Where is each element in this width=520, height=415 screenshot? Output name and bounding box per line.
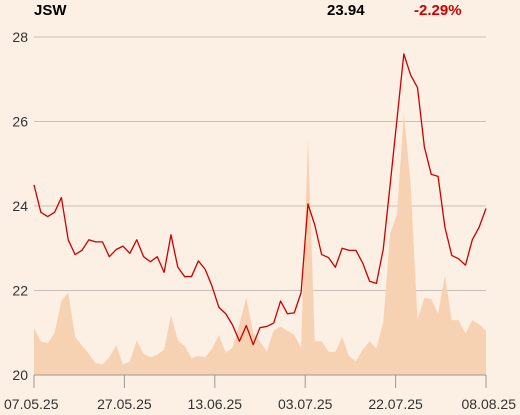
volume-area bbox=[34, 113, 486, 376]
ticker-label: JSW bbox=[34, 2, 67, 19]
price-value: 23.94 bbox=[327, 2, 365, 19]
y-tick-label: 20 bbox=[12, 367, 28, 383]
x-tick-label: 22.07.25 bbox=[368, 396, 423, 412]
y-tick-label: 28 bbox=[12, 29, 28, 45]
x-tick-label: 03.07.25 bbox=[278, 396, 333, 412]
y-tick-label: 24 bbox=[12, 198, 28, 214]
x-tick-label: 07.05.25 bbox=[4, 396, 59, 412]
price-line bbox=[33, 53, 487, 346]
y-axis-ticks: 20 22 24 26 28 bbox=[12, 29, 28, 383]
y-tick-label: 26 bbox=[12, 114, 28, 130]
x-tick-label: 08.08.25 bbox=[462, 396, 517, 412]
x-axis-ticks: 07.05.25 27.05.25 13.06.25 03.07.25 22.07.25… bbox=[4, 375, 516, 412]
change-percent: -2.29% bbox=[414, 2, 462, 19]
x-tick-label: 13.06.25 bbox=[188, 396, 243, 412]
y-tick-label: 22 bbox=[12, 283, 28, 299]
x-tick-label: 27.05.25 bbox=[97, 396, 152, 412]
